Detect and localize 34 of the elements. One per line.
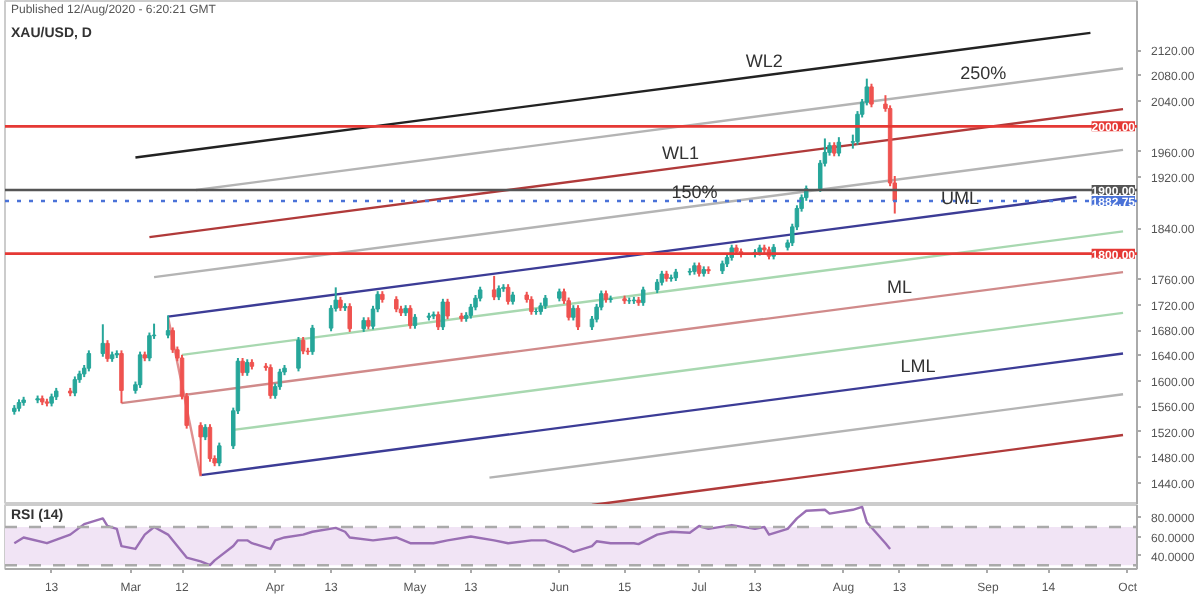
candlestick <box>566 296 571 322</box>
candlestick <box>640 285 646 307</box>
candlestick <box>198 421 203 477</box>
candlestick <box>347 302 352 333</box>
candlestick <box>277 367 283 391</box>
candlestick <box>147 331 152 363</box>
candlestick <box>137 350 143 389</box>
candlestick <box>72 375 78 398</box>
candlestick <box>869 82 874 109</box>
candlestick <box>119 349 124 405</box>
annotation: LML <box>900 356 936 377</box>
candlestick <box>505 283 511 306</box>
candlestick <box>105 339 110 363</box>
candlestick <box>836 136 842 158</box>
candlestick <box>100 323 106 358</box>
candlestick <box>170 326 175 354</box>
candlestick <box>529 295 534 316</box>
candlestick <box>445 297 450 321</box>
candlestick <box>86 349 92 373</box>
annotation: UML <box>940 188 980 209</box>
candlestick <box>217 441 222 468</box>
candlestick <box>491 274 497 302</box>
candlestick <box>268 363 273 400</box>
candlestick <box>165 314 171 340</box>
line-series <box>13 505 892 567</box>
candlestick <box>296 336 301 373</box>
candlestick <box>310 323 315 356</box>
annotation: ML <box>886 277 912 298</box>
candlestick <box>435 310 441 331</box>
annotation: WL2 <box>745 51 783 72</box>
annotation: 250% <box>960 62 1007 83</box>
candlestick <box>440 297 446 331</box>
candlestick <box>408 304 413 330</box>
annotation: WL1 <box>661 143 699 164</box>
